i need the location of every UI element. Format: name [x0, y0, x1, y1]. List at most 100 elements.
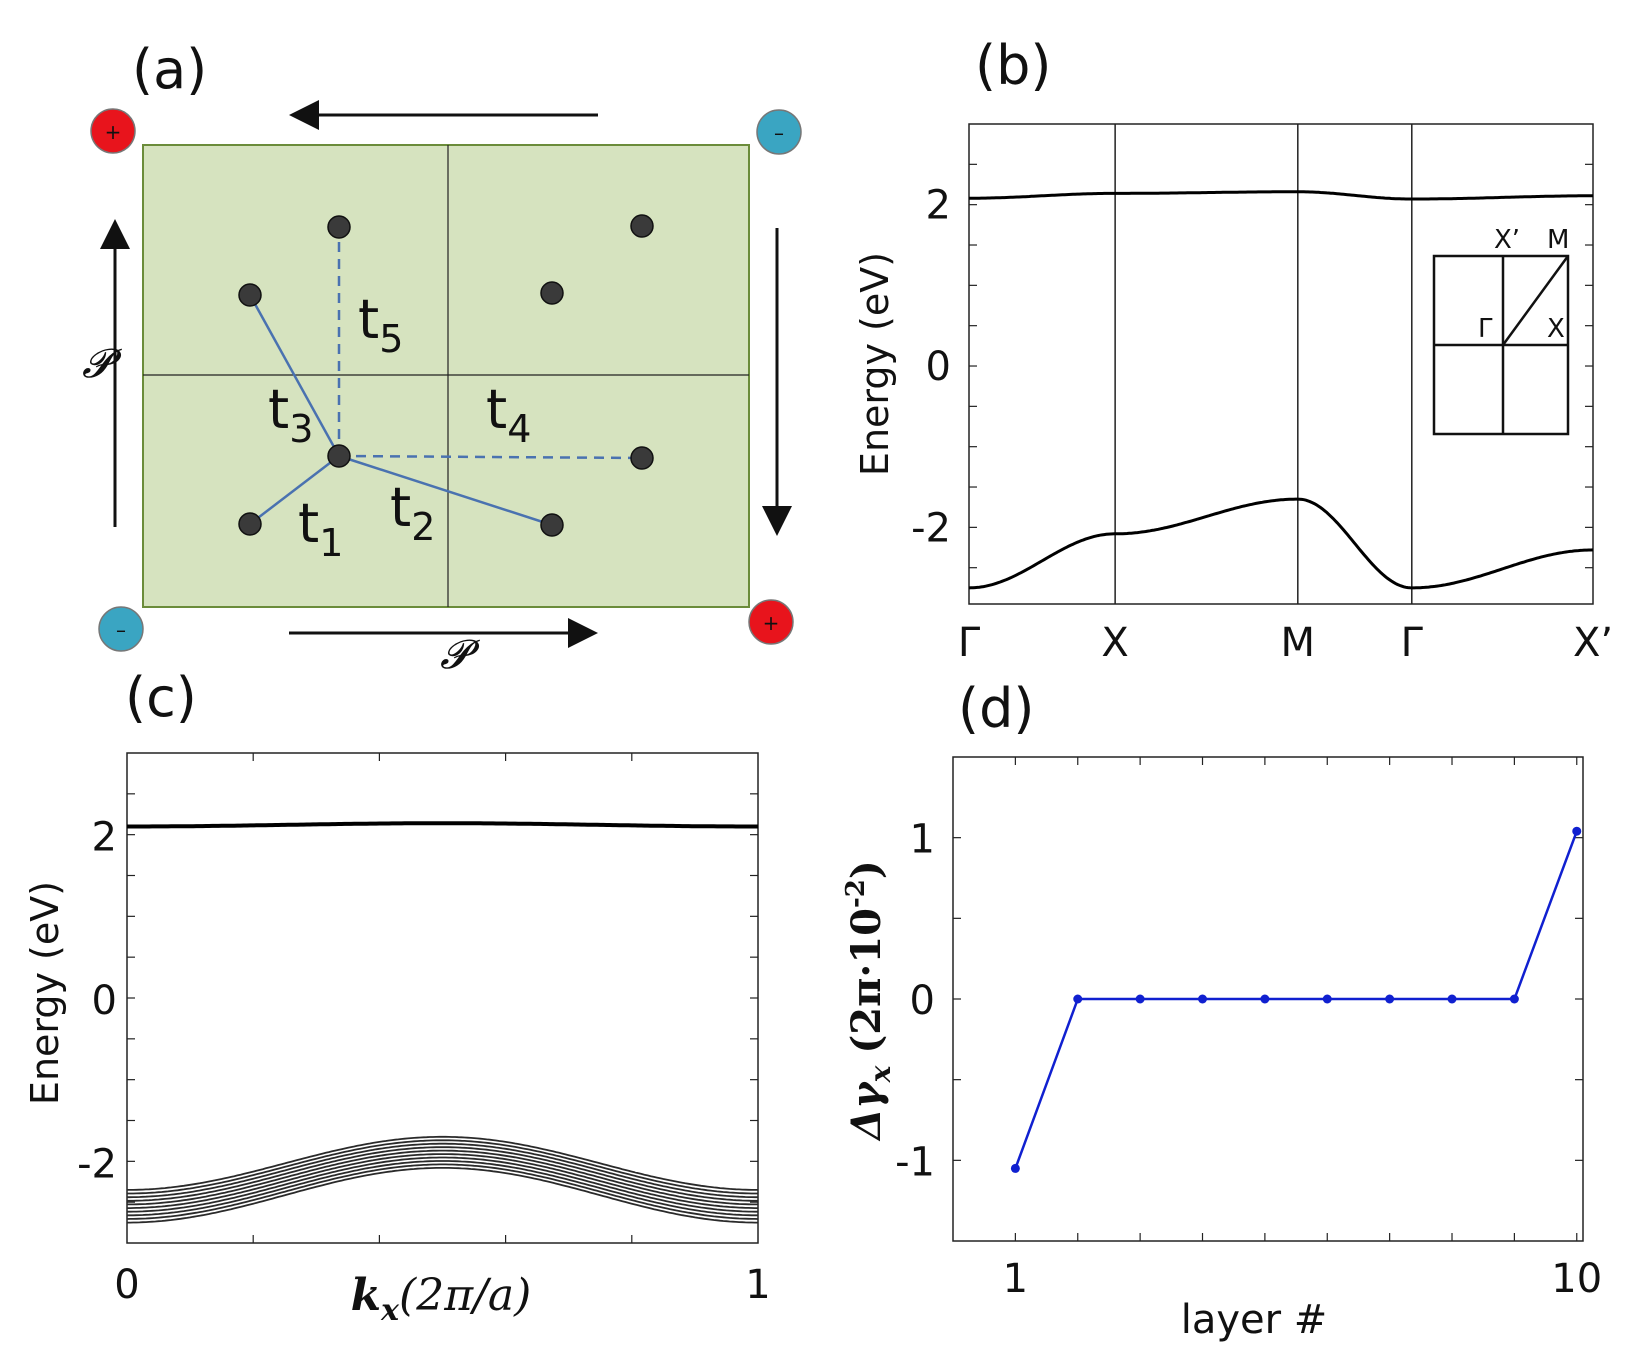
kpath-label: X: [1101, 620, 1128, 666]
band-line: [968, 497, 1594, 590]
lower-band-line: [127, 1146, 758, 1202]
charge-minus: [98, 606, 144, 652]
b-ytick-labels: 2 0 -2: [911, 183, 951, 552]
lower-band-line: [127, 1139, 758, 1195]
ytick-label: -1: [895, 1139, 935, 1185]
charge-bottom-right: +: [748, 599, 794, 645]
ytick-label: -2: [911, 505, 951, 551]
band-line: [969, 190, 1593, 201]
charge-sign: –: [116, 618, 126, 642]
site: [238, 512, 262, 536]
panel-a: (a) t1 t2 t3 t4 t5 𝓟: [82, 38, 802, 678]
kpath-label: M: [1281, 620, 1316, 666]
ytick-label: 1: [910, 817, 935, 863]
c-ylabel: Energy (eV): [23, 881, 67, 1105]
xtick-label: 0: [114, 1262, 139, 1308]
b-kpath-labels: Γ X M Γ X’: [958, 620, 1613, 666]
data-point: [1509, 994, 1519, 1004]
data-point: [1260, 994, 1270, 1004]
bz-inset: X’ M Γ X: [1432, 225, 1570, 436]
lower-band-line: [127, 1142, 758, 1199]
panel-c-label: (c): [125, 666, 197, 729]
d-ytick-labels: 1 0 -1: [895, 817, 935, 1186]
hop-label-t3: t3: [268, 378, 313, 451]
site: [630, 446, 654, 470]
bz-label-m: M: [1547, 225, 1569, 255]
charge-top-right: –: [756, 109, 802, 155]
bond-t2: [338, 454, 553, 527]
site: [540, 281, 564, 305]
ytick-label: 0: [92, 978, 117, 1024]
panel-d-label: (d): [958, 677, 1034, 740]
site: [540, 513, 564, 537]
d-axis-ticks: [953, 757, 1583, 1241]
ytick-label: 0: [910, 978, 935, 1024]
hop-label-t2: t2: [390, 476, 435, 549]
c-ytick-labels: 2 0 -2: [77, 815, 117, 1188]
bond-t1: [249, 455, 340, 525]
b-band-lines: [968, 190, 1594, 590]
c-axis-ticks: [127, 753, 758, 1243]
data-point: [1010, 1163, 1020, 1173]
charge-sign: +: [105, 120, 122, 144]
lower-band-line: [126, 1163, 759, 1220]
upper-band-line: [127, 821, 758, 829]
site: [238, 283, 262, 307]
bz-path: [1501, 255, 1570, 346]
data-point: [1447, 994, 1457, 1004]
d-series: [1010, 826, 1582, 1173]
lower-band-line: [127, 1160, 758, 1217]
lower-band-line: [127, 1153, 758, 1209]
b-ylabel: Energy (eV): [853, 252, 897, 476]
charge-plus: [90, 108, 136, 154]
bz-label-xprime: X’: [1494, 225, 1520, 255]
hop-label-t1: t1: [298, 492, 343, 565]
site: [327, 215, 351, 239]
kpath-label: Γ: [1401, 620, 1424, 666]
lattice-sites: [238, 214, 654, 537]
b-axis-ticks: [969, 163, 1593, 569]
c-band-lines: [126, 821, 759, 1224]
bz-label-gamma: Γ: [1478, 314, 1493, 344]
c-xlabel: kx(2π/a): [351, 1270, 532, 1328]
charge-minus: [756, 109, 802, 155]
site: [630, 214, 654, 238]
lower-band-line: [127, 1156, 758, 1213]
series-line: [1014, 830, 1578, 1169]
unit-cell: [142, 144, 750, 608]
b-kpath-lines: [1114, 124, 1413, 604]
data-point: [1572, 826, 1582, 836]
kpath-label: Γ: [958, 620, 981, 666]
ytick-label: 0: [926, 344, 951, 390]
ytick-label: 2: [926, 183, 951, 229]
lower-band-line: [127, 1135, 758, 1191]
plot-frame-b: [968, 123, 1594, 605]
xtick-label: 1: [1003, 1256, 1028, 1302]
panel-a-label: (a): [132, 38, 207, 101]
ytick-label: 2: [92, 815, 117, 861]
lower-band-line: [127, 1149, 758, 1206]
d-ylabel: Δγx(2π·10-2): [841, 860, 897, 1142]
hop-label-t5: t5: [358, 288, 403, 361]
xtick-label: 10: [1551, 1256, 1602, 1302]
data-point: [1198, 994, 1208, 1004]
xtick-label: 1: [745, 1262, 770, 1308]
charge-plus: [748, 599, 794, 645]
hop-label-t4: t4: [486, 378, 531, 451]
lower-band-line: [127, 1167, 758, 1224]
symmetry-label-bottom: 𝓟: [440, 632, 480, 678]
charge-top-left: +: [90, 108, 136, 154]
kpath-label: X’: [1573, 620, 1613, 666]
bond-t3: [248, 294, 341, 457]
data-point: [1135, 994, 1145, 1004]
charge-sign: +: [763, 611, 780, 635]
ytick-label: -2: [77, 1141, 117, 1187]
data-point: [1385, 994, 1395, 1004]
panel-d: (d) 10-1 1 10 layer # Δγx(2π·10-2): [841, 677, 1602, 1343]
d-xtick-labels: 1 10: [1003, 1256, 1603, 1302]
panel-b-label: (b): [975, 34, 1051, 97]
d-xlabel: layer #: [1181, 1297, 1328, 1343]
